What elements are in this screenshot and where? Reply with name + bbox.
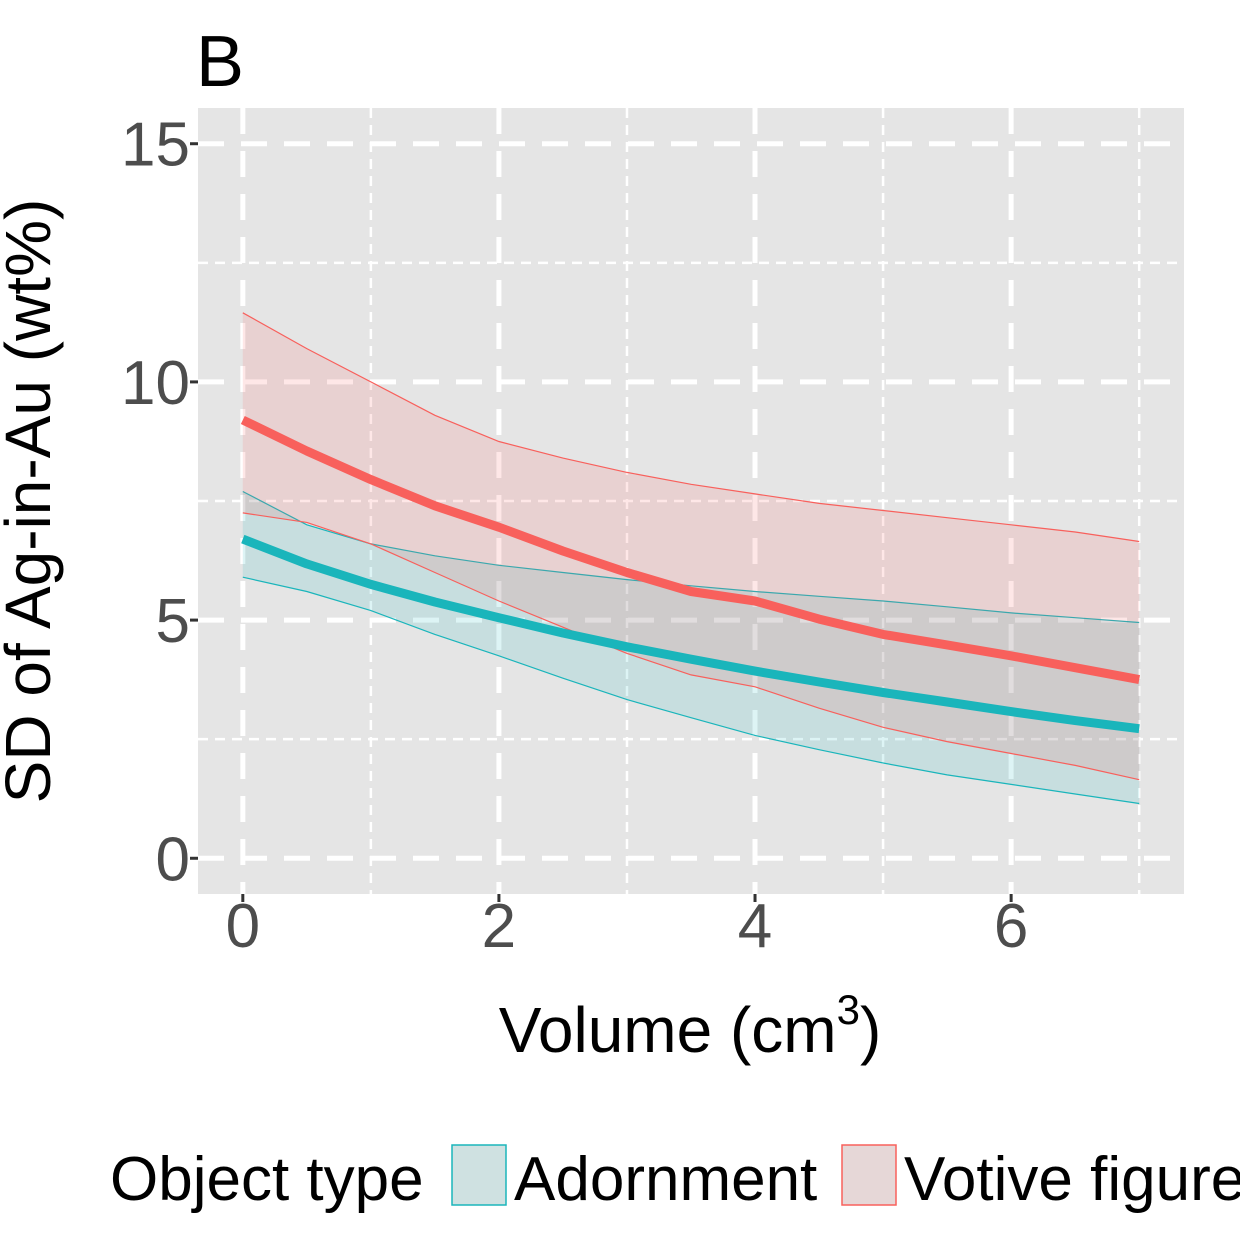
x-tick-label: 2 bbox=[482, 892, 516, 961]
confidence-bands bbox=[242, 312, 1140, 805]
y-tick-label: 0 bbox=[156, 825, 190, 894]
grid bbox=[198, 108, 1184, 894]
confidence-band-votive-figure bbox=[242, 312, 1140, 780]
panel-label: B bbox=[196, 22, 244, 102]
y-tick-label: 10 bbox=[121, 349, 190, 418]
y-axis-title: SD of Ag-in-Au (wt%) bbox=[0, 199, 64, 804]
x-axis: 0 2 4 6 bbox=[226, 892, 1029, 961]
legend-key-votive-figure bbox=[841, 1144, 897, 1206]
y-tick-label: 15 bbox=[121, 111, 190, 180]
band-lower-votive-figure bbox=[242, 512, 1140, 781]
confidence-band-adornment bbox=[242, 491, 1140, 804]
legend-key-adornment bbox=[451, 1144, 507, 1206]
y-tick-label: 5 bbox=[156, 587, 190, 656]
legend-label-adornment: Adornment bbox=[514, 1145, 817, 1214]
band-lower-adornment bbox=[242, 576, 1140, 805]
x-axis-title: Volume (cm3) bbox=[499, 986, 882, 1066]
band-upper-votive-figure bbox=[242, 312, 1140, 543]
line-adornment bbox=[241, 534, 1140, 734]
x-axis-title-main: Volume (cm bbox=[499, 994, 837, 1066]
x-tick-label: 4 bbox=[738, 892, 772, 961]
x-axis-title-superscript: 3 bbox=[837, 986, 860, 1033]
fitted-lines bbox=[240, 415, 1141, 734]
legend: Object type Adornment Votive figure bbox=[110, 1144, 1240, 1214]
band-upper-adornment bbox=[242, 490, 1140, 624]
x-tick-label: 0 bbox=[226, 892, 260, 961]
legend-title: Object type bbox=[110, 1145, 424, 1214]
y-axis: 0 5 10 15 bbox=[121, 111, 198, 894]
legend-label-votive-figure: Votive figure bbox=[904, 1145, 1240, 1214]
line-votive-figure bbox=[240, 415, 1141, 685]
x-axis-title-suffix: ) bbox=[860, 994, 881, 1066]
x-tick-label: 6 bbox=[994, 892, 1028, 961]
